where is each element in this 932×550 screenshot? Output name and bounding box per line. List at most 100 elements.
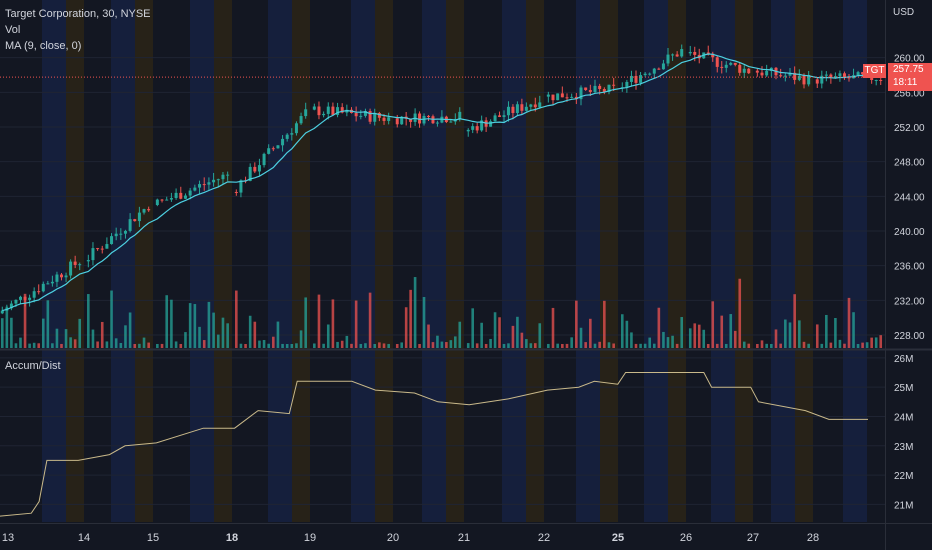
- candle-body: [41, 283, 45, 292]
- symbol-legend[interactable]: Target Corporation, 30, NYSE: [5, 8, 151, 20]
- volume-bar: [55, 328, 59, 348]
- candle-body: [216, 179, 220, 181]
- volume-bar: [124, 325, 127, 348]
- candle-body: [169, 198, 173, 200]
- candle-body: [267, 148, 271, 154]
- volume-bar: [838, 339, 842, 348]
- candle-body: [693, 51, 697, 55]
- volume-bar: [630, 332, 633, 348]
- last-price-box: 257.75 18:11: [888, 63, 932, 91]
- volume-bar: [551, 307, 555, 348]
- volume-bar: [64, 329, 68, 348]
- candle-body: [471, 126, 475, 130]
- candle-body: [675, 54, 679, 57]
- volume-bar: [19, 337, 22, 348]
- volume-bar: [364, 343, 367, 348]
- candle-body: [747, 68, 751, 74]
- candle-body: [427, 115, 430, 117]
- candle-body: [861, 72, 865, 75]
- volume-bar: [96, 341, 99, 348]
- candle-body: [123, 230, 127, 234]
- candle-body: [538, 102, 542, 108]
- volume-bar: [445, 342, 448, 348]
- postmarket-session-band: [111, 0, 135, 522]
- volume-bar: [538, 323, 542, 348]
- price-tick-label: 248.00: [894, 158, 925, 169]
- time-tick-label: 26: [680, 532, 692, 544]
- candle-body: [524, 106, 528, 111]
- candle-body: [326, 106, 330, 114]
- volume-bar: [579, 327, 583, 348]
- volume-bar: [807, 343, 810, 348]
- candle-body: [64, 275, 68, 278]
- candle-body: [281, 138, 285, 146]
- postmarket-session-band: [711, 0, 735, 522]
- candle-body: [37, 291, 41, 293]
- volume-bar: [285, 343, 289, 348]
- volume-bar: [520, 332, 524, 348]
- accum-dist-line: [0, 372, 868, 517]
- candle-body: [807, 74, 811, 85]
- volume-bar: [198, 326, 201, 348]
- volume-bar: [440, 341, 444, 348]
- volume-bar: [235, 290, 238, 348]
- volume-bar: [770, 343, 773, 348]
- volume-bar: [529, 343, 533, 348]
- volume-bar: [174, 341, 178, 348]
- candle-body: [475, 126, 479, 131]
- premarket-session-band: [735, 0, 753, 522]
- candle-body: [815, 79, 819, 84]
- time-tick-label: 14: [78, 532, 90, 544]
- candle-body: [276, 145, 280, 149]
- candle-body: [657, 68, 661, 70]
- candle-body: [183, 195, 187, 199]
- time-tick-label: 20: [387, 532, 399, 544]
- volume-bar: [843, 343, 846, 348]
- candle-body: [418, 113, 422, 124]
- volume-bar: [688, 328, 692, 348]
- candle-body: [648, 73, 652, 75]
- candle-body: [336, 107, 340, 115]
- volume-bar: [46, 300, 50, 348]
- volume-bar: [449, 340, 453, 348]
- currency-label[interactable]: USD: [893, 7, 915, 18]
- candle-body: [0, 310, 4, 314]
- volume-bar: [404, 307, 408, 348]
- accum-dist-legend[interactable]: Accum/Dist: [5, 360, 61, 372]
- candle-body: [666, 54, 670, 64]
- ma-legend[interactable]: MA (9, close, 0): [5, 40, 82, 52]
- volume-bar: [91, 329, 95, 348]
- volume-bar: [502, 343, 506, 348]
- volume-bar: [14, 343, 18, 348]
- volume-bar: [359, 343, 363, 348]
- last-price-value: 257.75: [893, 64, 924, 75]
- candle-body: [779, 75, 783, 77]
- volume-bar: [128, 312, 132, 348]
- volume-legend[interactable]: Vol: [5, 24, 21, 36]
- candle-body: [354, 112, 358, 117]
- postmarket-session-band: [190, 0, 214, 522]
- candle-body: [584, 87, 588, 91]
- volume-bar: [387, 343, 390, 348]
- candle-body: [520, 104, 524, 111]
- ad-tick-label: 26M: [894, 354, 913, 365]
- volume-bar: [779, 343, 782, 348]
- volume-bar: [489, 338, 492, 348]
- volume-bar: [715, 343, 719, 348]
- volume-bar: [733, 330, 737, 348]
- candle-body: [643, 73, 647, 76]
- ma-line: [2, 53, 881, 312]
- candle-body: [802, 75, 806, 85]
- candle-body: [202, 184, 206, 186]
- candle-body: [322, 113, 326, 116]
- candle-body: [23, 296, 27, 300]
- volume-bar: [78, 318, 82, 348]
- volume-bar: [133, 343, 137, 348]
- volume-bar: [525, 339, 528, 348]
- volume-bar: [760, 340, 764, 348]
- candle-body: [634, 75, 638, 83]
- candle-body: [458, 111, 462, 119]
- volume-bar: [41, 318, 45, 348]
- time-tick-label: 19: [304, 532, 316, 544]
